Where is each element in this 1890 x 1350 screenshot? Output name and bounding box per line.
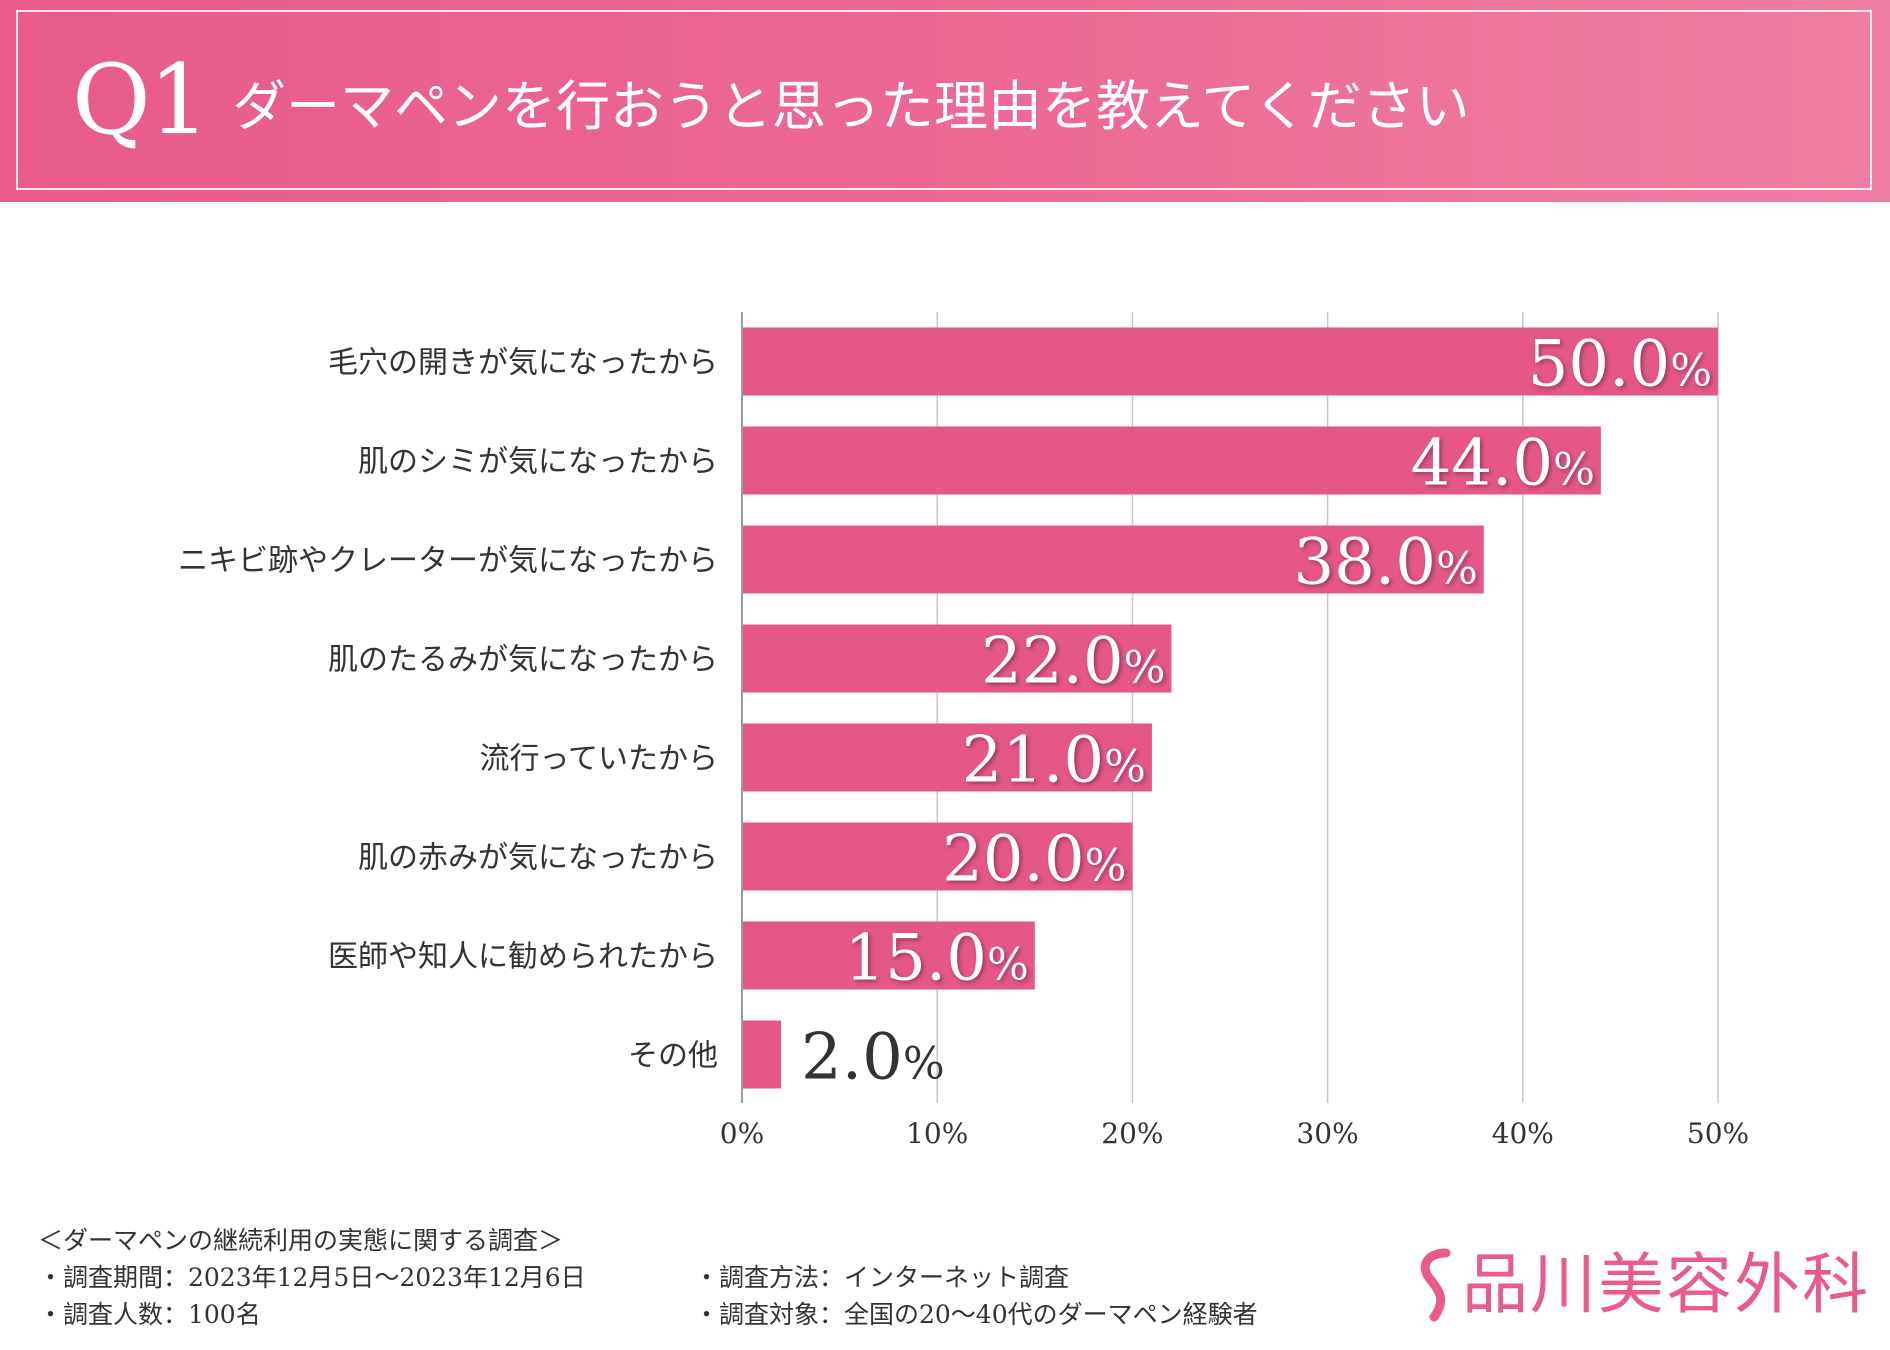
value-unit: % [1436,544,1478,595]
bar [742,1020,782,1089]
value-label: 21.0% [962,724,1146,798]
bars [742,327,1718,1089]
survey-info-right: ・調査方法：インターネット調査 ・調査対象：全国の20〜40代のダーマペン経験者 [694,1259,1258,1333]
value-unit: % [903,1039,945,1090]
header-frame [16,10,1872,190]
value-number: 20.0 [942,823,1085,897]
value-labels: 50.0%44.0%38.0%22.0%21.0%20.0%15.0%2.0% [801,328,1712,1095]
s-mark-icon [1420,1248,1451,1322]
value-label: 22.0% [981,625,1165,699]
bar [742,327,1718,396]
value-number: 22.0 [981,625,1124,699]
value-unit: % [987,940,1029,991]
category-label: 毛穴の開きが気になったから [328,346,718,381]
category-label: 医師や知人に勧められたから [328,940,718,975]
value-unit: % [1085,841,1127,892]
question-number: Q1 [72,44,210,156]
x-tick-label: 10% [906,1117,968,1150]
survey-title: ＜ダーマペンの継続利用の実態に関する調査＞ [38,1226,564,1255]
value-number: 50.0 [1528,328,1671,402]
bar-chart: 毛穴の開きが気になったから肌のシミが気になったからニキビ跡やクレーターが気になっ… [178,312,1749,1150]
value-label: 20.0% [942,823,1126,897]
value-label: 2.0% [801,1021,945,1095]
value-unit: % [1553,445,1595,496]
category-labels: 毛穴の開きが気になったから肌のシミが気になったからニキビ跡やクレーターが気になっ… [178,346,718,1074]
question-header: Q1 ダーマペンを行おうと思った理由を教えてください [0,0,1890,202]
survey-period: ・調査期間：2023年12月5日〜2023年12月6日 [38,1263,586,1292]
brand-logo: 品川美容外科 [1412,1240,1870,1330]
category-label: 肌のシミが気になったから [358,445,718,480]
category-label: その他 [628,1039,718,1074]
survey-method: ・調査方法：インターネット調査 [694,1263,1070,1292]
bar [742,723,1152,792]
brand-name: 品川美容外科 [1462,1246,1870,1323]
value-number: 38.0 [1293,526,1436,600]
value-unit: % [1104,742,1146,793]
survey-info-left: ＜ダーマペンの継続利用の実態に関する調査＞ ・調査期間：2023年12月5日〜2… [38,1222,586,1333]
value-number: 2.0 [801,1021,903,1095]
x-tick-label: 30% [1296,1117,1358,1150]
value-label: 15.0% [844,922,1028,996]
value-unit: % [1670,346,1712,397]
value-label: 38.0% [1293,526,1477,600]
question-title: ダーマペンを行おうと思った理由を教えてください [232,75,1470,138]
value-label: 44.0% [1411,427,1595,501]
value-number: 44.0 [1411,427,1554,501]
x-tick-label: 20% [1101,1117,1163,1150]
x-tick-label: 40% [1492,1117,1554,1150]
x-tick-labels: 0% 10% 20% 30% 40% 50% [720,1117,1749,1150]
survey-target: ・調査対象：全国の20〜40代のダーマペン経験者 [694,1300,1258,1329]
value-number: 21.0 [962,724,1105,798]
category-label: 流行っていたから [480,742,719,777]
survey-respondents: ・調査人数：100名 [38,1300,261,1329]
value-unit: % [1124,643,1166,694]
category-label: 肌のたるみが気になったから [328,643,718,678]
bar [742,624,1172,693]
bar [742,426,1601,495]
x-tick-label: 0% [720,1117,764,1150]
x-tick-label: 50% [1687,1117,1749,1150]
bar [742,921,1035,990]
value-label: 50.0% [1528,328,1712,402]
bar [742,525,1484,594]
value-number: 15.0 [844,922,987,996]
category-label: 肌の赤みが気になったから [358,841,718,876]
category-label: ニキビ跡やクレーターが気になったから [178,544,718,579]
bar [742,822,1133,891]
